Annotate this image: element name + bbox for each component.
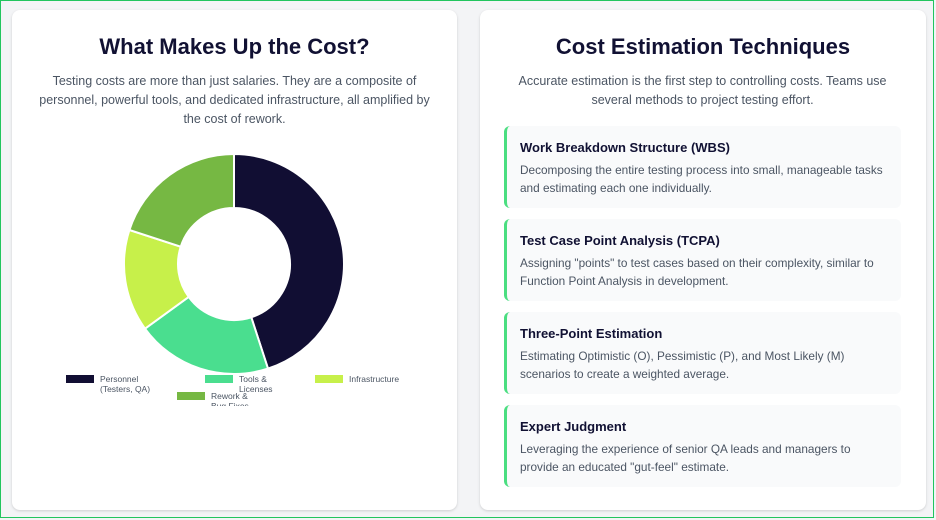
cost-section-title: What Makes Up the Cost? xyxy=(99,34,370,59)
cost-breakdown-card: What Makes Up the Cost? Testing costs ar… xyxy=(12,10,457,510)
legend-swatch-personnel xyxy=(66,375,94,383)
technique-title: Work Breakdown Structure (WBS) xyxy=(520,140,730,155)
legend-label-tools: Tools & Licenses xyxy=(239,374,273,394)
technique-card-expert-judgment: Expert Judgment Leveraging the experienc… xyxy=(504,405,901,487)
legend-swatch-tools xyxy=(205,375,233,383)
slice-rework[interactable] xyxy=(128,152,235,248)
techniques-section-title: Cost Estimation Techniques xyxy=(555,34,851,59)
technique-card-three-point: Three-Point Estimation Estimating Optimi… xyxy=(504,312,901,394)
technique-description: Estimating Optimistic (O), Pessimistic (… xyxy=(520,349,845,381)
legend-item-personnel[interactable]: Personnel (Testers, QA) xyxy=(66,374,170,394)
legend-label-rework: Rework & Bug Fixes xyxy=(211,391,249,406)
cost-donut-chart[interactable] xyxy=(12,140,457,380)
legend-label-personnel: Personnel (Testers, QA) xyxy=(100,374,151,394)
legend-item-infrastructure[interactable]: Infrastructure xyxy=(315,374,419,384)
legend-swatch-infrastructure xyxy=(315,375,343,383)
technique-title: Three-Point Estimation xyxy=(520,326,663,341)
technique-card-wbs: Work Breakdown Structure (WBS) Decomposi… xyxy=(504,126,901,208)
slice-personnel[interactable] xyxy=(233,152,345,370)
technique-title: Expert Judgment xyxy=(520,419,627,434)
technique-description: Decomposing the entire testing process i… xyxy=(520,163,883,195)
cost-section-description: Testing costs are more than just salarie… xyxy=(39,74,430,126)
legend-swatch-rework xyxy=(177,392,205,400)
technique-title: Test Case Point Analysis (TCPA) xyxy=(520,233,720,248)
legend-item-tools[interactable]: Tools & Licenses xyxy=(205,374,287,394)
estimation-techniques-card: Cost Estimation Techniques Accurate esti… xyxy=(480,10,926,510)
technique-card-tcpa: Test Case Point Analysis (TCPA) Assignin… xyxy=(504,219,901,301)
legend-item-rework[interactable]: Rework & Bug Fixes xyxy=(177,391,259,406)
technique-description: Leveraging the experience of senior QA l… xyxy=(520,442,851,474)
techniques-section-description: Accurate estimation is the first step to… xyxy=(518,74,887,107)
legend-label-infrastructure: Infrastructure xyxy=(349,374,400,384)
technique-description: Assigning "points" to test cases based o… xyxy=(520,256,874,288)
